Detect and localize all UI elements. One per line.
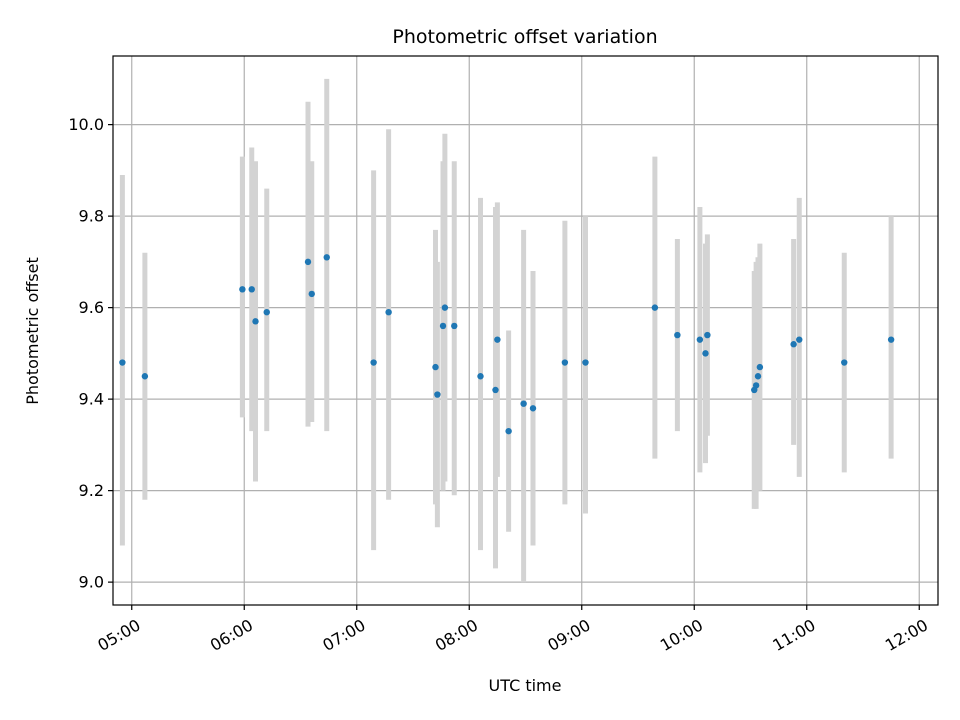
- y-tick-label: 9.2: [79, 481, 104, 500]
- data-point: [385, 309, 392, 316]
- data-point: [561, 359, 569, 366]
- data-point: [841, 359, 848, 366]
- data-point: [756, 363, 764, 371]
- y-axis-label: Photometric offset: [23, 257, 42, 405]
- data-point: [505, 427, 512, 435]
- y-tick-label: 9.8: [79, 207, 104, 226]
- data-point: [370, 359, 377, 366]
- y-tick-label: 10.0: [68, 115, 104, 134]
- x-axis-label: UTC time: [489, 676, 562, 695]
- data-point: [582, 359, 589, 366]
- data-points: [119, 254, 895, 435]
- data-point: [696, 336, 704, 343]
- y-tick-label: 9.6: [79, 298, 104, 317]
- data-point: [141, 373, 149, 380]
- data-point: [529, 405, 537, 412]
- data-point: [248, 286, 255, 293]
- data-point: [790, 341, 797, 348]
- data-point: [754, 373, 762, 380]
- data-point: [119, 359, 126, 366]
- data-point: [441, 304, 449, 311]
- data-point: [323, 254, 330, 261]
- data-point: [492, 386, 499, 394]
- data-point: [887, 336, 895, 343]
- data-point: [651, 304, 659, 311]
- y-tick-label: 9.4: [79, 390, 104, 409]
- data-point: [263, 309, 270, 316]
- data-point: [494, 336, 501, 343]
- data-point: [432, 363, 439, 371]
- data-point: [252, 318, 259, 325]
- y-axis-ticks: 9.0 9.2 9.4 9.6 9.8 10.0: [68, 115, 113, 592]
- data-point: [439, 322, 447, 330]
- data-point: [702, 350, 709, 357]
- plot-frame: [112, 55, 939, 606]
- data-point: [674, 331, 681, 339]
- data-point: [434, 391, 441, 398]
- y-tick-label: 9.0: [79, 573, 104, 592]
- data-point: [451, 322, 458, 330]
- data-point: [520, 400, 527, 407]
- data-point: [752, 382, 760, 389]
- chart-title: Photometric offset variation: [392, 26, 657, 48]
- data-point: [239, 286, 246, 293]
- data-point: [704, 331, 711, 339]
- data-point: [308, 290, 315, 298]
- data-point: [796, 336, 803, 343]
- data-point: [304, 258, 312, 266]
- data-point: [477, 373, 484, 380]
